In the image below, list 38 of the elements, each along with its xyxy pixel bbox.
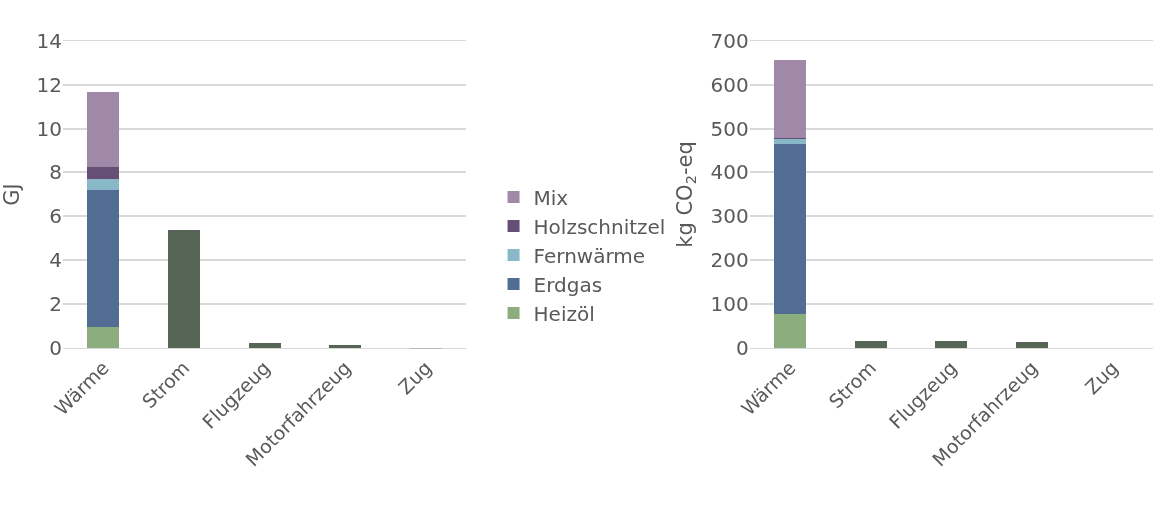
bar — [87, 179, 120, 191]
x-tick-label: Zug — [393, 356, 436, 399]
y-tick-label: 300 — [710, 204, 749, 229]
bar — [329, 345, 362, 349]
bar — [854, 340, 887, 349]
y-tick-label: 10 — [36, 116, 62, 141]
legend-label: Mix — [533, 185, 569, 210]
bar — [87, 92, 120, 167]
y-tick-label: 6 — [49, 204, 62, 229]
y-axis-title: GJ — [0, 183, 24, 206]
bar — [773, 59, 807, 138]
bar — [773, 313, 807, 349]
bar — [167, 229, 201, 349]
legend-label: Erdgas — [533, 272, 603, 297]
y-tick-label: 12 — [36, 72, 62, 97]
y-tick-label: 2 — [49, 292, 62, 317]
bar — [935, 340, 968, 349]
y-tick-label: 400 — [710, 160, 749, 185]
y-tick-label: 200 — [710, 248, 749, 273]
legend-label: Fernwärme — [533, 243, 646, 268]
y-tick-label: 8 — [49, 160, 62, 185]
bar — [87, 327, 120, 349]
y-tick-label: 0 — [735, 336, 749, 361]
bar — [1015, 341, 1049, 349]
y-tick-label: 700 — [710, 28, 749, 53]
bar — [248, 343, 281, 349]
y-tick-label: 100 — [710, 292, 749, 317]
y-tick-label: 600 — [710, 72, 749, 97]
bar — [773, 144, 807, 314]
bar — [87, 190, 120, 328]
y-tick-label: 4 — [49, 248, 62, 273]
x-tick-label: Zug — [1080, 356, 1123, 399]
y-tick-label: 14 — [36, 28, 62, 53]
legend-label: Holzschnitzel — [533, 214, 666, 239]
legend-label: Heizöl — [533, 301, 595, 326]
y-tick-label: 0 — [49, 336, 62, 361]
bar — [87, 166, 120, 180]
y-tick-label: 500 — [710, 116, 749, 141]
